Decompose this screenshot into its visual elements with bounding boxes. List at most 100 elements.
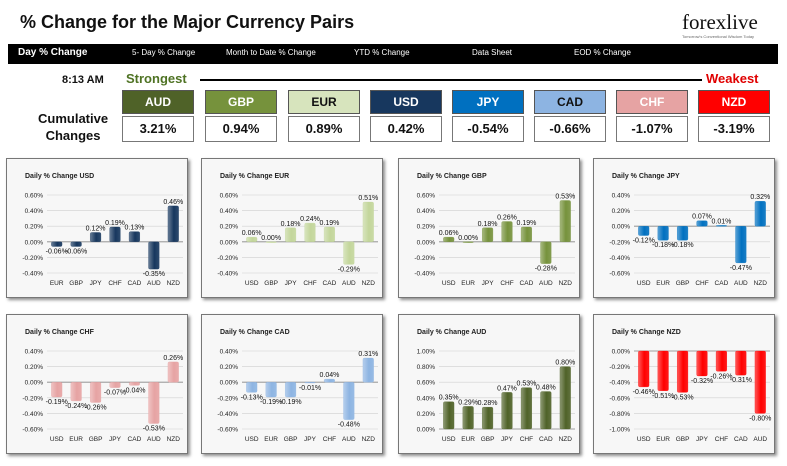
data-label: -0.51% — [652, 393, 674, 400]
bar-usd — [246, 236, 258, 242]
currency-code: NZD — [698, 90, 770, 114]
bar-aud — [148, 382, 160, 424]
currency-cumulative-value: -0.66% — [534, 116, 606, 142]
x-tick-label: GBP — [481, 436, 495, 443]
data-label: 0.26% — [163, 355, 183, 362]
tab-month-to-date[interactable]: Month to Date % Change — [226, 48, 316, 57]
bar-jpy — [90, 232, 102, 242]
currency-cumulative-value: 0.89% — [288, 116, 360, 142]
x-tick-label: CAD — [539, 436, 553, 443]
tab-day-change[interactable]: Day % Change — [18, 47, 88, 58]
y-tick-label: -0.20% — [22, 255, 43, 262]
y-tick-label: 0.20% — [417, 224, 436, 231]
x-tick-label: USD — [637, 436, 651, 443]
bar-jpy — [501, 392, 513, 430]
data-label: -0.06% — [46, 248, 68, 255]
data-label: -0.01% — [299, 385, 321, 392]
bar-eur — [265, 382, 277, 398]
chart-title: Daily % Change USD — [25, 173, 94, 180]
tab-5day-change[interactable]: 5- Day % Change — [132, 48, 196, 57]
x-tick-label: CAD — [715, 280, 729, 287]
y-tick-label: 0.60% — [25, 193, 44, 200]
bar-gbp — [482, 407, 494, 430]
bar-chart: Daily % Change GBP -0.40% -0.20% 0.00% 0.20%… — [414, 173, 575, 287]
logo-text: forexlive — [682, 10, 758, 34]
data-label: 0.28% — [478, 400, 498, 407]
y-tick-label: -0.20% — [217, 395, 238, 402]
chart-panel-aud: Daily % Change AUD 0.00% 0.20% 0.40% 0.60% 0.… — [398, 314, 580, 454]
bar-nzd — [362, 357, 374, 383]
data-label: 0.31% — [358, 351, 378, 358]
currency-cumulative-value: 0.94% — [205, 116, 277, 142]
forexlive-logo[interactable]: forexlive Tomorrow's Conventional Wisdom… — [668, 10, 778, 40]
tab-data-sheet[interactable]: Data Sheet — [472, 48, 513, 57]
logo-tagline: Tomorrow's Conventional Wisdom Today — [682, 34, 755, 39]
bar-aud — [343, 241, 355, 265]
currency-code: AUD — [122, 90, 194, 114]
currency-code: CAD — [534, 90, 606, 114]
data-label: -0.29% — [338, 266, 360, 273]
currency-cumulative-value: -1.07% — [616, 116, 688, 142]
x-tick-label: NZD — [362, 280, 376, 287]
x-tick-label: CHF — [108, 280, 121, 287]
data-label: -0.18% — [671, 242, 693, 249]
bar-chf — [501, 221, 513, 242]
currency-tile-nzd: NZD -3.19% — [698, 90, 770, 142]
strongest-label: Strongest — [126, 71, 187, 86]
x-tick-label: GBP — [264, 280, 278, 287]
x-tick-label: CHF — [323, 436, 336, 443]
currency-tile-aud: AUD 3.21% — [122, 90, 194, 142]
data-label: 0.12% — [86, 225, 106, 232]
bar-chf — [323, 378, 335, 383]
data-label: 0.46% — [163, 199, 183, 206]
y-tick-label: 0.40% — [25, 349, 44, 356]
tab-eod-change[interactable]: EOD % Change — [574, 48, 631, 57]
data-label: 0.19% — [516, 220, 536, 227]
data-label: 0.53% — [555, 193, 575, 200]
x-tick-label: NZD — [559, 280, 573, 287]
data-label: -0.13% — [241, 394, 263, 401]
data-label: 0.26% — [497, 215, 517, 222]
bar-jpy — [696, 350, 708, 377]
x-tick-label: CAD — [128, 436, 142, 443]
data-label: -0.24% — [65, 403, 87, 410]
chart-title: Daily % Change GBP — [417, 173, 487, 180]
bar-cad — [540, 391, 552, 430]
data-label: 0.00% — [261, 235, 281, 242]
bar-jpy — [109, 382, 121, 388]
bar-eur — [70, 382, 82, 402]
x-tick-label: GBP — [676, 280, 690, 287]
data-label: -0.80% — [749, 415, 771, 422]
x-tick-label: AUD — [342, 436, 356, 443]
y-tick-label: -0.20% — [609, 364, 630, 371]
data-label: 0.06% — [242, 230, 262, 237]
x-tick-label: CAD — [128, 280, 142, 287]
y-tick-label: 0.80% — [417, 364, 436, 371]
bar-chart: Daily % Change CHF -0.60% -0.40% -0.20% 0.00… — [22, 329, 183, 443]
x-tick-label: NZD — [362, 436, 376, 443]
x-tick-label: AUD — [147, 280, 161, 287]
data-label: 0.53% — [516, 381, 536, 388]
y-tick-label: 0.20% — [25, 364, 44, 371]
y-tick-label: 0.40% — [220, 208, 239, 215]
y-tick-label: -0.20% — [22, 395, 43, 402]
y-tick-label: -0.20% — [217, 255, 238, 262]
x-tick-label: NZD — [559, 436, 573, 443]
currency-code: JPY — [452, 90, 524, 114]
chart-title: Daily % Change AUD — [417, 329, 486, 336]
data-label: -0.47% — [730, 265, 752, 272]
y-tick-label: 0.60% — [220, 193, 239, 200]
timestamp: 8:13 AM — [62, 74, 104, 86]
data-label: 0.00% — [458, 235, 478, 242]
data-label: -0.28% — [535, 266, 557, 273]
y-tick-label: 0.40% — [25, 208, 44, 215]
cumulative-changes-label: Cumulative Changes — [38, 110, 108, 144]
data-label: -0.18% — [652, 242, 674, 249]
data-label: 0.47% — [497, 385, 517, 392]
bar-gbp — [70, 241, 82, 247]
bar-gbp — [90, 382, 102, 403]
tab-ytd-change[interactable]: YTD % Change — [354, 48, 410, 57]
cumulative-label-line2: Changes — [45, 128, 101, 143]
page-title: % Change for the Major Currency Pairs — [20, 12, 355, 32]
bar-chf — [715, 350, 727, 372]
